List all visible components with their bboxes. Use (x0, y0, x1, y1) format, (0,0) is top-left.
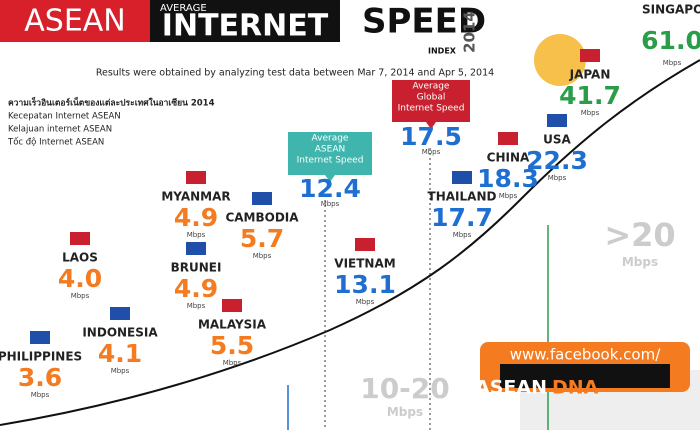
average-value: 12.4 (299, 174, 361, 203)
language-line: ความเร็วอินเตอร์เน็ตของแต่ละประเทศในอาเซ… (8, 96, 215, 109)
country-name: JAPAN (569, 68, 611, 82)
flag (252, 192, 272, 205)
speed-unit: Mbps (499, 192, 518, 200)
brand-box (0, 0, 150, 42)
speed-unit: Mbps (187, 231, 206, 239)
title-box (150, 0, 340, 42)
flag (30, 331, 50, 344)
promo-url: www.facebook.com/ (510, 346, 662, 364)
sun (534, 34, 586, 86)
country-name: INDONESIA (82, 326, 158, 340)
title-word: INTERNET (162, 9, 329, 44)
flag (186, 171, 206, 184)
year: 2014 (461, 11, 479, 53)
country-name: USA (543, 133, 571, 147)
average-value: 17.5 (400, 122, 462, 151)
index-label: INDEX (428, 47, 457, 56)
average-label: Global (417, 93, 446, 103)
growth-curve (0, 59, 700, 426)
country-name: MYANMAR (161, 190, 230, 204)
speed-value: 18.3 (477, 164, 539, 193)
speed-unit: Mbps (31, 391, 50, 399)
country-name: BRUNEI (171, 261, 222, 275)
title-word: SPEED (362, 2, 486, 42)
flag (222, 299, 242, 312)
promo-highlight: DNA (552, 377, 599, 399)
average-label: Internet Speed (398, 104, 465, 114)
speed-value: 3.6 (18, 363, 62, 392)
avg-box (392, 80, 470, 122)
flag (580, 49, 600, 62)
speed-value: 22.3 (526, 146, 588, 175)
range-unit: Mbps (622, 255, 658, 269)
avg-box (288, 132, 372, 175)
promo-inner (500, 364, 670, 388)
language-line: Kecepatan Internet ASEAN (8, 112, 121, 122)
range-label: 10-20 (360, 372, 450, 405)
speed-unit: Mbps (548, 174, 567, 182)
subtitle: Results were obtained by analyzing test … (96, 68, 494, 79)
country-name: THAILAND (428, 190, 497, 204)
flag (452, 171, 472, 184)
average-label: Average (312, 134, 349, 144)
speed-value: 5.5 (210, 331, 254, 360)
speed-value: 4.0 (58, 264, 102, 293)
average-unit: Mbps (321, 200, 340, 208)
country-name: LAOS (62, 251, 98, 265)
average-label: Average (413, 82, 450, 92)
country-name: PHILIPPINES (0, 350, 82, 364)
flag (110, 307, 130, 320)
country-name: SINGAPORE (642, 3, 700, 17)
speed-unit: Mbps (187, 302, 206, 310)
speed-value: 5.7 (240, 224, 284, 253)
speed-value: 41.7 (559, 81, 621, 110)
speed-unit: Mbps (663, 59, 682, 67)
speed-unit: Mbps (111, 367, 130, 375)
flag (547, 114, 567, 127)
speed-unit: Mbps (453, 231, 472, 239)
kicker: AVERAGE (160, 3, 207, 14)
speed-value: 17.7 (431, 203, 493, 232)
flag (355, 238, 375, 251)
country-name: CHINA (487, 151, 530, 165)
speed-value: 13.1 (334, 270, 396, 299)
speed-unit: Mbps (71, 292, 90, 300)
country-name: MALAYSIA (198, 318, 267, 332)
flag (498, 132, 518, 145)
language-line: Tốc độ Internet ASEAN (7, 137, 104, 148)
flag (70, 232, 90, 245)
speed-value: 4.9 (174, 274, 218, 303)
average-label: ASEAN (315, 145, 345, 155)
country-name: CAMBODIA (225, 211, 299, 225)
promo-brand: ASEAN (475, 377, 547, 399)
speed-value: 4.1 (98, 339, 142, 368)
brand: ASEAN (24, 4, 125, 39)
country-name: VIETNAM (334, 257, 395, 271)
flag (186, 242, 206, 255)
speed-unit: Mbps (581, 109, 600, 117)
speed-value: 61.0 (641, 26, 700, 55)
language-line: Kelajuan internet ASEAN (8, 125, 112, 135)
average-label: Internet Speed (297, 156, 364, 166)
speed-unit: Mbps (253, 252, 272, 260)
speed-unit: Mbps (356, 298, 375, 306)
avg-pointer (325, 175, 335, 182)
speed-value: 4.9 (174, 203, 218, 232)
average-unit: Mbps (422, 148, 441, 156)
speed-unit: Mbps (223, 359, 242, 367)
range-label: >20 (604, 216, 675, 254)
range-unit: Mbps (387, 405, 423, 419)
avg-pointer (426, 122, 436, 129)
